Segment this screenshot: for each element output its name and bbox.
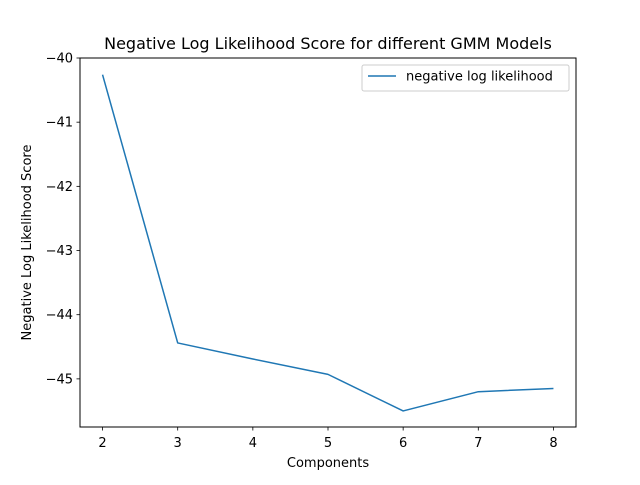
y-tick-label: −45 bbox=[46, 372, 73, 387]
y-tick-label: −42 bbox=[46, 180, 73, 195]
y-tick-label: −44 bbox=[46, 308, 73, 323]
y-axis-ticks: −40 −41 −42 −43 −44 −45 bbox=[46, 52, 80, 387]
x-tick-label: 5 bbox=[324, 436, 332, 451]
x-tick-label: 6 bbox=[399, 436, 407, 451]
x-tick-label: 3 bbox=[174, 436, 182, 451]
x-tick-label: 8 bbox=[549, 436, 557, 451]
legend-label: negative log likelihood bbox=[406, 70, 553, 85]
legend: negative log likelihood bbox=[361, 64, 570, 92]
x-tick-label: 2 bbox=[98, 436, 106, 451]
x-axis-ticks: 2 3 4 5 6 7 8 bbox=[98, 427, 558, 451]
y-tick-label: −43 bbox=[46, 244, 73, 259]
x-axis-label: Components bbox=[287, 456, 369, 471]
plot-frame bbox=[79, 57, 577, 428]
y-tick-label: −41 bbox=[46, 116, 73, 131]
chart-title: Negative Log Likelihood Score for differ… bbox=[104, 34, 552, 53]
x-tick-label: 7 bbox=[474, 436, 482, 451]
x-tick-label: 4 bbox=[249, 436, 257, 451]
series-line-negative-log-likelihood bbox=[101, 74, 554, 412]
y-tick-label: −40 bbox=[46, 52, 73, 67]
y-axis-label: Negative Log Likelihood Score bbox=[20, 145, 35, 341]
legend-box bbox=[361, 64, 570, 92]
